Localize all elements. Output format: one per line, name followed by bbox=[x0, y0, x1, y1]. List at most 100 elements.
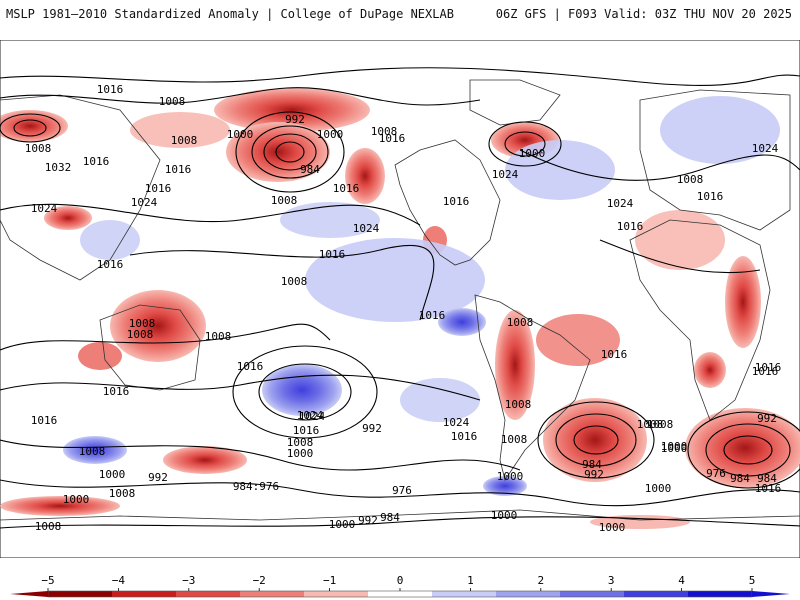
anomaly-indian-ocean bbox=[78, 342, 122, 370]
isobar-label: 1016 bbox=[103, 385, 130, 398]
isobar-contour bbox=[0, 113, 61, 143]
anomaly-andes bbox=[495, 310, 535, 420]
isobar-label: 1008 bbox=[647, 418, 674, 431]
isobar-label: 1000 bbox=[227, 128, 254, 141]
colorbar-segment bbox=[624, 591, 689, 597]
isobar-label: 1016 bbox=[145, 182, 172, 195]
anomaly-australia bbox=[110, 290, 206, 362]
positive-anomaly-shading bbox=[63, 96, 780, 496]
map-title: MSLP 1981–2010 Standardized Anomaly | Co… bbox=[6, 7, 454, 21]
isobar-label: 984 bbox=[380, 511, 400, 524]
colorbar-min-arrow bbox=[10, 591, 48, 597]
isobar-label: 992 bbox=[362, 422, 382, 435]
colorbar-max-arrow bbox=[752, 591, 790, 597]
isobar-contour bbox=[519, 149, 800, 181]
isobar-label: 1000 bbox=[491, 509, 518, 522]
isobar-contour bbox=[0, 87, 481, 106]
isobar-label: 1008 bbox=[35, 520, 62, 533]
isobar-label: 1024 bbox=[492, 168, 519, 181]
coastline-antarctica bbox=[0, 509, 800, 521]
negative-anomaly-shading bbox=[0, 88, 800, 529]
anomaly-central-pacific bbox=[305, 238, 485, 322]
colorbar-segment bbox=[496, 591, 561, 597]
anomaly-antarctic-coast bbox=[590, 515, 690, 529]
colorbar-segment bbox=[304, 591, 369, 597]
isobar-label: 1000 bbox=[317, 128, 344, 141]
anomaly-high-south-pacific bbox=[262, 364, 342, 416]
isobar-label: 1000 bbox=[599, 521, 626, 534]
isobar-label: 984:976 bbox=[233, 480, 279, 493]
isobar-label: 984 bbox=[300, 163, 320, 176]
isobar-label: 1024 bbox=[31, 202, 58, 215]
anomaly-east-africa bbox=[725, 256, 761, 348]
isobar-contour bbox=[504, 131, 546, 157]
anomaly-brazil bbox=[536, 314, 620, 366]
isobar-contour bbox=[258, 363, 352, 421]
isobar-label: 984 bbox=[730, 472, 750, 485]
anomaly-ne-pacific bbox=[280, 202, 380, 238]
isobar-label: 1016 bbox=[601, 348, 628, 361]
isobar-contour bbox=[0, 323, 331, 351]
coastline-eurasia-east bbox=[0, 94, 161, 281]
isobar-label: 1008 bbox=[129, 317, 156, 330]
isobar-label: 1008 bbox=[25, 142, 52, 155]
isobar-label: 1016 bbox=[697, 190, 724, 203]
isobar-label: 992 bbox=[358, 514, 378, 527]
coastline-north-america bbox=[394, 139, 501, 266]
isobar-label: 1000 bbox=[519, 147, 546, 160]
isobar-label: 1008 bbox=[127, 328, 154, 341]
isobar-label: 992 bbox=[584, 468, 604, 481]
colorbar-tick-label: −4 bbox=[112, 574, 126, 587]
anomaly-south-atlantic bbox=[543, 398, 647, 482]
colorbar-tick-label: 3 bbox=[608, 574, 615, 587]
isobar-contour bbox=[129, 244, 435, 321]
anomaly-drake-passage bbox=[483, 476, 527, 496]
isobar-label: 1016 bbox=[419, 309, 446, 322]
anomaly-se-pacific bbox=[400, 378, 480, 422]
colorbar-tick-label: 1 bbox=[467, 574, 474, 587]
anomaly-sahara bbox=[635, 210, 725, 270]
isobar-label: 1000 bbox=[645, 482, 672, 495]
colorbar-ticks: −5 −4 −3 −2 −1 0 1 2 3 4 5 bbox=[41, 574, 755, 591]
anomaly-colorbar: −5 −4 −3 −2 −1 0 1 2 3 4 5 bbox=[10, 574, 790, 598]
isobar-label: 1008 bbox=[271, 194, 298, 207]
anomaly-southern-africa bbox=[694, 352, 726, 388]
isobar-label: 1016 bbox=[293, 424, 320, 437]
colorbar-segments bbox=[47, 590, 753, 598]
isobar-label: 992 bbox=[148, 471, 168, 484]
isobar-label: 1000 bbox=[63, 493, 90, 506]
isobar-label: 1008 bbox=[501, 433, 528, 446]
isobar-label: 984 bbox=[757, 472, 777, 485]
isobar-label: 1008 bbox=[79, 445, 106, 458]
isobar-label: 1016 bbox=[97, 83, 124, 96]
isobar-label: 992 bbox=[757, 412, 777, 425]
isobar-contour bbox=[275, 141, 305, 163]
isobar-contour bbox=[0, 203, 421, 226]
colorbar-tick-label: 4 bbox=[678, 574, 685, 587]
isobar-label: 1008 bbox=[507, 316, 534, 329]
isobar-label: 992 bbox=[285, 113, 305, 126]
isobar-label: 1016 bbox=[451, 430, 478, 443]
isobar-label: 1016 bbox=[617, 220, 644, 233]
isobar-contour bbox=[0, 67, 800, 86]
colorbar-segment bbox=[688, 591, 753, 597]
isobar-contour bbox=[573, 425, 619, 455]
isobar-label: 1016 bbox=[443, 195, 470, 208]
isobar-contour bbox=[0, 479, 800, 507]
isobar-contour bbox=[555, 413, 637, 467]
isobar-contour bbox=[537, 401, 655, 479]
anomaly-east-asia bbox=[80, 220, 140, 260]
isobar-label: 1016 bbox=[83, 155, 110, 168]
colorbar-tick-label: −3 bbox=[182, 574, 195, 587]
colorbar-tick-label: −2 bbox=[253, 574, 266, 587]
isobar-contour bbox=[232, 345, 378, 439]
isobar-contour bbox=[488, 121, 562, 167]
colorbar-tick-label: −1 bbox=[323, 574, 336, 587]
isobar-label: 1032 bbox=[45, 161, 72, 174]
colorbar-segment bbox=[240, 591, 305, 597]
isobar-label: 1024 bbox=[607, 197, 634, 210]
anomaly-south-pacific-west bbox=[163, 446, 247, 474]
anomaly-southern-ocean bbox=[0, 496, 120, 516]
isobar-label: 1008 bbox=[281, 275, 308, 288]
isobar-label: 1016 bbox=[319, 248, 346, 261]
